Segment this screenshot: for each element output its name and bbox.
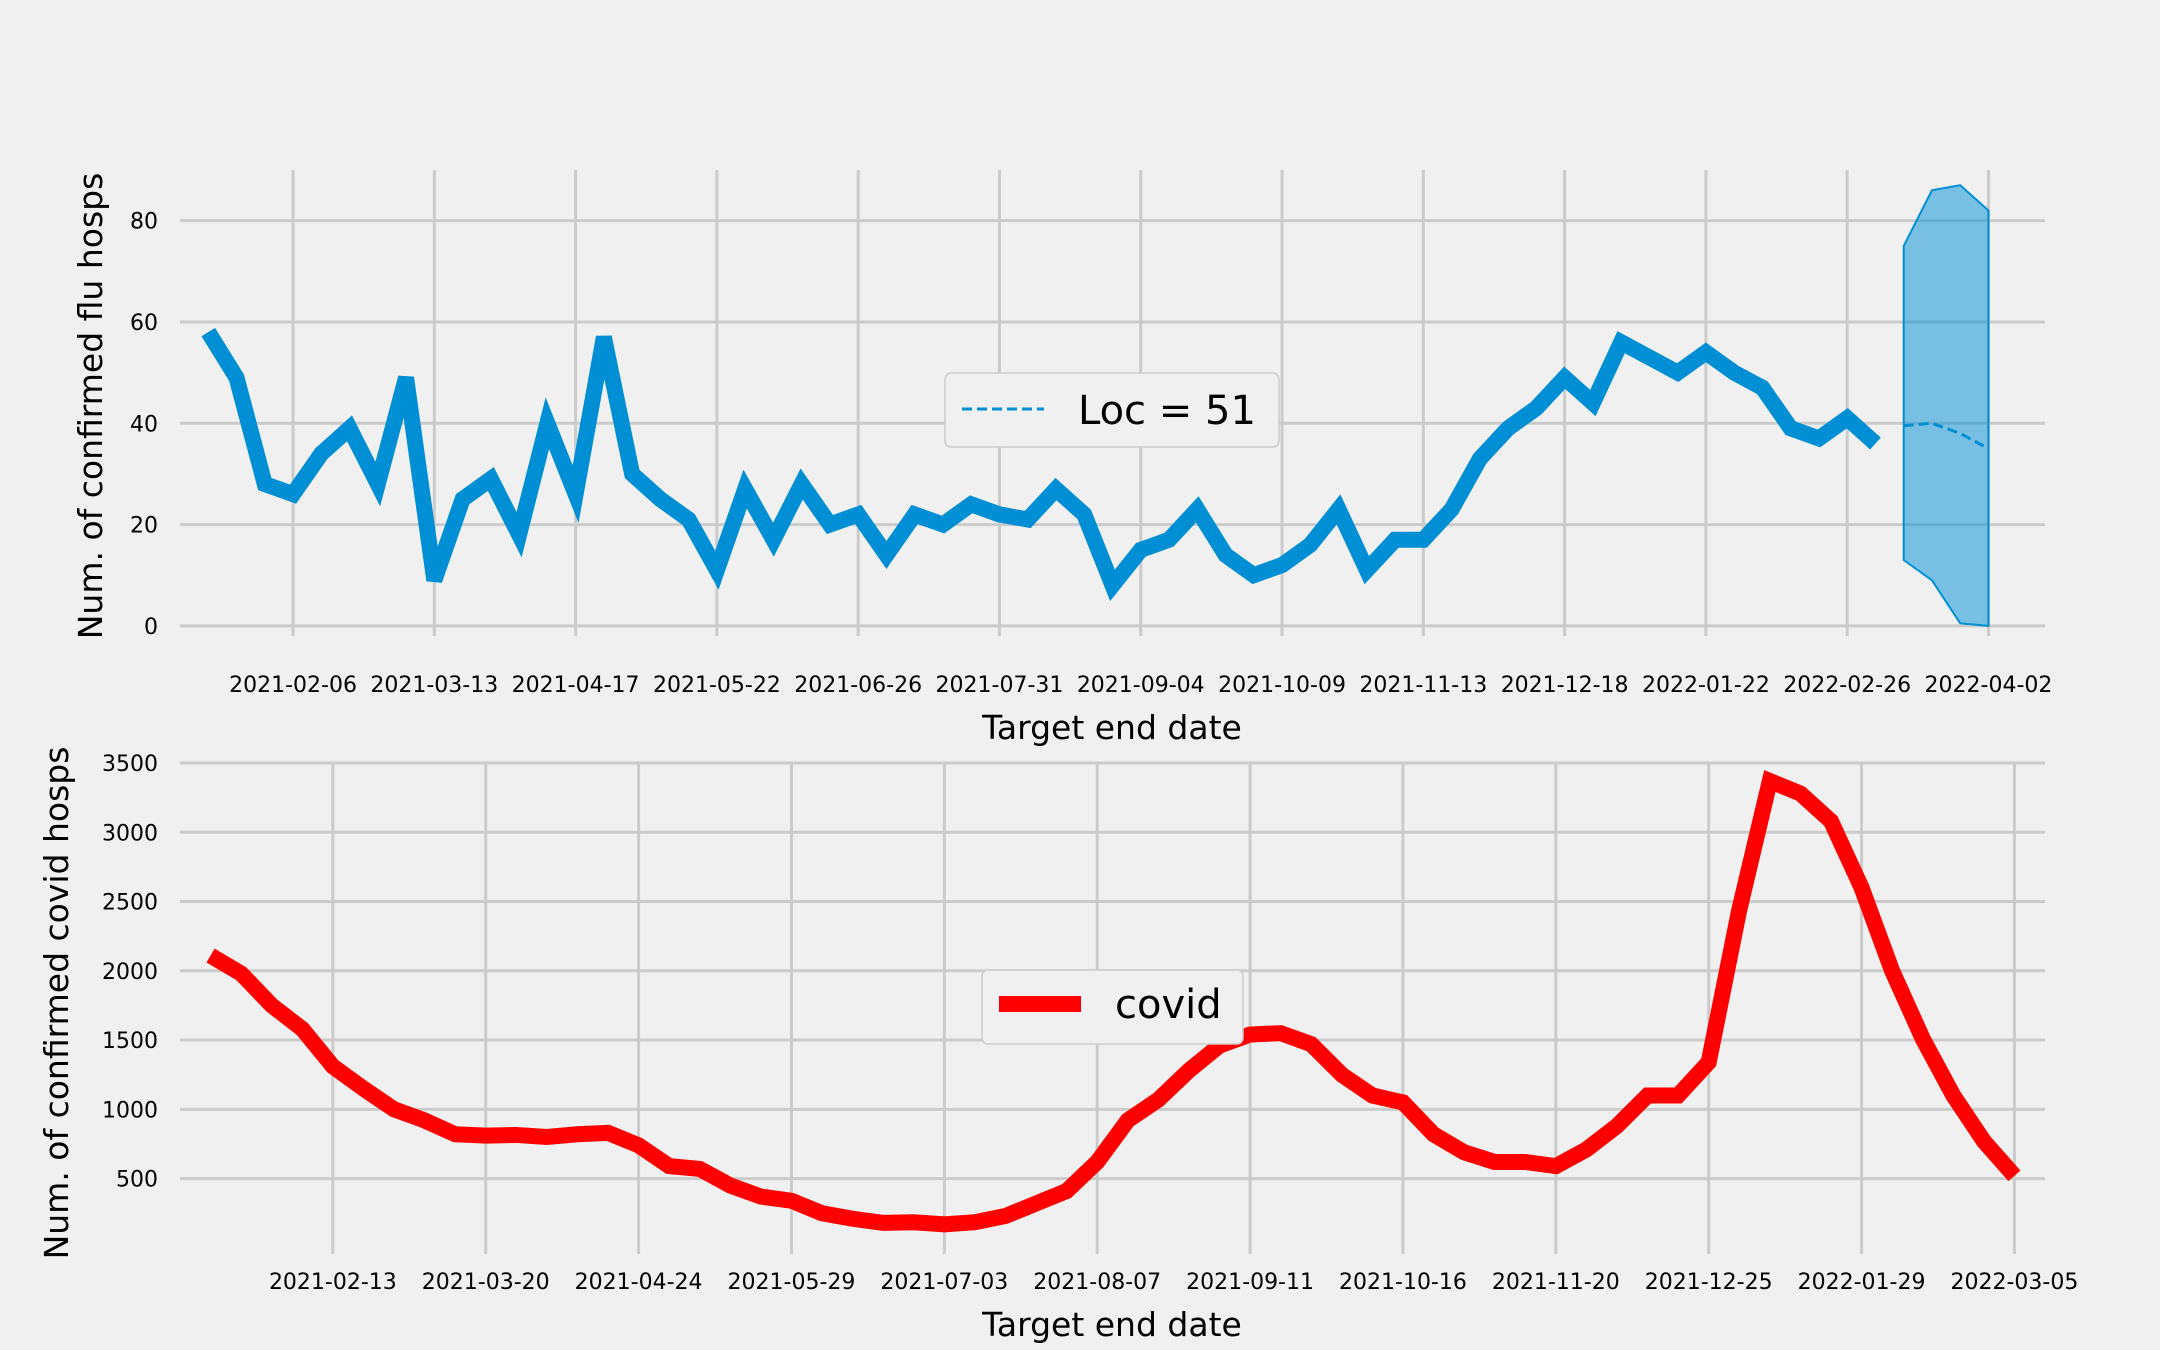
x-tick-label: 2021-09-11 — [1186, 1270, 1314, 1295]
x-tick-label: 2021-04-17 — [512, 673, 640, 698]
x-tick-label: 2021-08-07 — [1033, 1270, 1161, 1295]
x-tick-label: 2021-11-20 — [1492, 1270, 1620, 1295]
forecast-interval — [1902, 184, 1990, 627]
covid-y-tick-labels: 500 1000 1500 2000 2500 3000 3500 — [102, 752, 158, 1193]
flu-y-axis-label: Num. of confirmed flu hosps — [71, 173, 110, 640]
x-tick-label: 2021-02-13 — [269, 1270, 397, 1295]
y-tick-label: 500 — [116, 1168, 158, 1193]
x-tick-label: 2021-07-03 — [880, 1270, 1008, 1295]
x-tick-label: 2021-12-25 — [1645, 1270, 1773, 1295]
flu-y-tick-labels: 0 20 40 60 80 — [130, 210, 158, 640]
y-tick-label: 0 — [144, 615, 158, 640]
y-tick-label: 40 — [130, 412, 158, 437]
x-tick-label: 2021-10-09 — [1218, 673, 1346, 698]
covid-x-axis-label: Target end date — [981, 1305, 1242, 1344]
y-tick-label: 1500 — [102, 1029, 158, 1054]
flu-chart: 0 20 40 60 80 2021-02-06 2021-03-13 2021-04-17… — [71, 170, 2052, 747]
flu-legend-box — [944, 372, 1280, 448]
x-tick-label: 2021-09-04 — [1077, 673, 1205, 698]
flu-legend-label: Loc = 51 — [1078, 388, 1256, 434]
x-tick-label: 2021-12-18 — [1501, 673, 1629, 698]
y-tick-label: 3500 — [102, 752, 158, 777]
x-tick-label: 2021-11-13 — [1359, 673, 1487, 698]
x-tick-label: 2021-04-24 — [575, 1270, 703, 1295]
x-tick-label: 2022-04-02 — [1925, 673, 2053, 698]
y-tick-label: 1000 — [102, 1098, 158, 1123]
x-tick-label: 2022-01-22 — [1642, 673, 1770, 698]
y-tick-label: 60 — [130, 311, 158, 336]
covid-lines — [206, 770, 2021, 1233]
flu-observed-line — [201, 327, 1881, 602]
x-tick-label: 2021-10-16 — [1339, 1270, 1467, 1295]
y-tick-label: 20 — [130, 514, 158, 539]
covid-legend-label: covid — [1115, 982, 1222, 1028]
y-tick-label: 2500 — [102, 891, 158, 916]
flu-lines — [201, 327, 1990, 602]
flu-forecast-band — [1902, 184, 1990, 627]
x-tick-label: 2021-03-20 — [422, 1270, 550, 1295]
covid-y-axis-label: Num. of confirmed covid hosps — [37, 747, 76, 1260]
y-tick-label: 2000 — [102, 960, 158, 985]
covid-legend-box — [981, 969, 1244, 1045]
flu-legend: Loc = 51 — [944, 372, 1280, 448]
x-tick-label: 2021-05-22 — [653, 673, 781, 698]
x-tick-label: 2021-03-13 — [370, 673, 498, 698]
x-tick-label: 2022-02-26 — [1783, 673, 1911, 698]
flu-x-tick-labels: 2021-02-06 2021-03-13 2021-04-17 2021-05-22… — [229, 673, 2052, 698]
y-tick-label: 80 — [130, 210, 158, 235]
x-tick-label: 2022-03-05 — [1950, 1270, 2078, 1295]
covid-legend: covid — [981, 969, 1244, 1045]
y-tick-label: 3000 — [102, 821, 158, 846]
flu-x-axis-label: Target end date — [981, 708, 1242, 747]
x-tick-label: 2021-07-31 — [936, 673, 1064, 698]
x-tick-label: 2021-06-26 — [794, 673, 922, 698]
x-tick-label: 2022-01-29 — [1798, 1270, 1926, 1295]
x-tick-label: 2021-05-29 — [728, 1270, 856, 1295]
covid-observed-line — [206, 770, 2021, 1233]
x-tick-label: 2021-02-06 — [229, 673, 357, 698]
covid-x-tick-labels: 2021-02-13 2021-03-20 2021-04-24 2021-05-29… — [269, 1270, 2078, 1295]
